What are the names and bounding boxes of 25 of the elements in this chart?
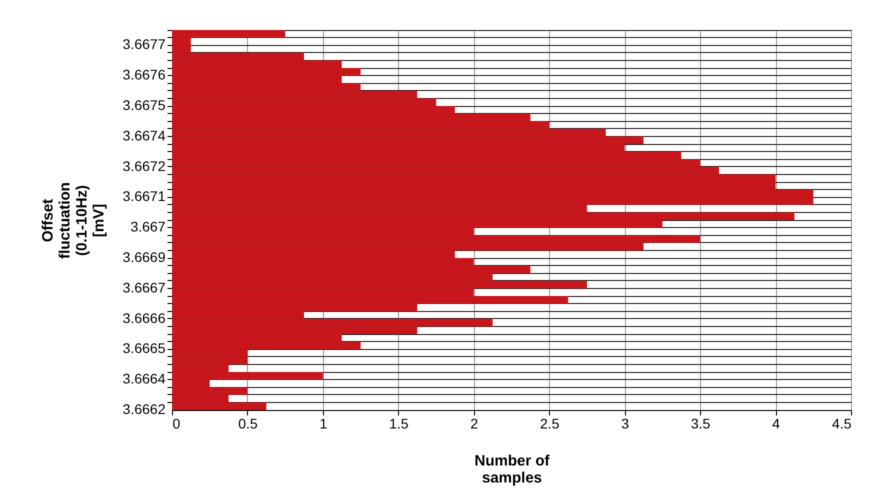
x-tick-label: 0: [172, 416, 180, 432]
x-tick-label: 0.5: [238, 416, 258, 432]
y-tick-label: 3.6677: [122, 36, 166, 52]
y-tick-label: 3.6675: [122, 97, 166, 113]
x-tick-label: 3: [621, 416, 630, 432]
y-tick-label: 3.6667: [122, 279, 166, 296]
x-tick-label: 1.5: [389, 416, 409, 432]
y-tick-label: 3.6662: [122, 401, 166, 417]
y-tick-label: 3.6669: [122, 249, 166, 265]
x-tick-label: 4.5: [832, 416, 852, 432]
y-tick-label: 3.6674: [122, 127, 166, 144]
y-tick-label: 3.6666: [122, 310, 166, 326]
y-tick-label: 3.6664: [122, 370, 166, 387]
x-tick-label: 2: [470, 416, 478, 432]
x-axis-title: Number of samples: [474, 452, 551, 486]
x-tick-label: 4: [772, 416, 780, 432]
x-tick-label: 2.5: [540, 416, 560, 432]
y-tick-label: 3.6671: [122, 188, 166, 204]
y-tick-label: 3.6665: [122, 340, 166, 356]
y-axis-title: Offset fluctuation (0.1-10Hz) [mV]: [40, 182, 108, 259]
y-tick-label: 3.6672: [122, 158, 166, 174]
x-tick-label: 3.5: [690, 416, 711, 432]
x-tick-label: 1: [319, 416, 328, 432]
y-tick-label: 3.6676: [122, 66, 166, 83]
y-tick-label: 3.667: [130, 218, 166, 235]
